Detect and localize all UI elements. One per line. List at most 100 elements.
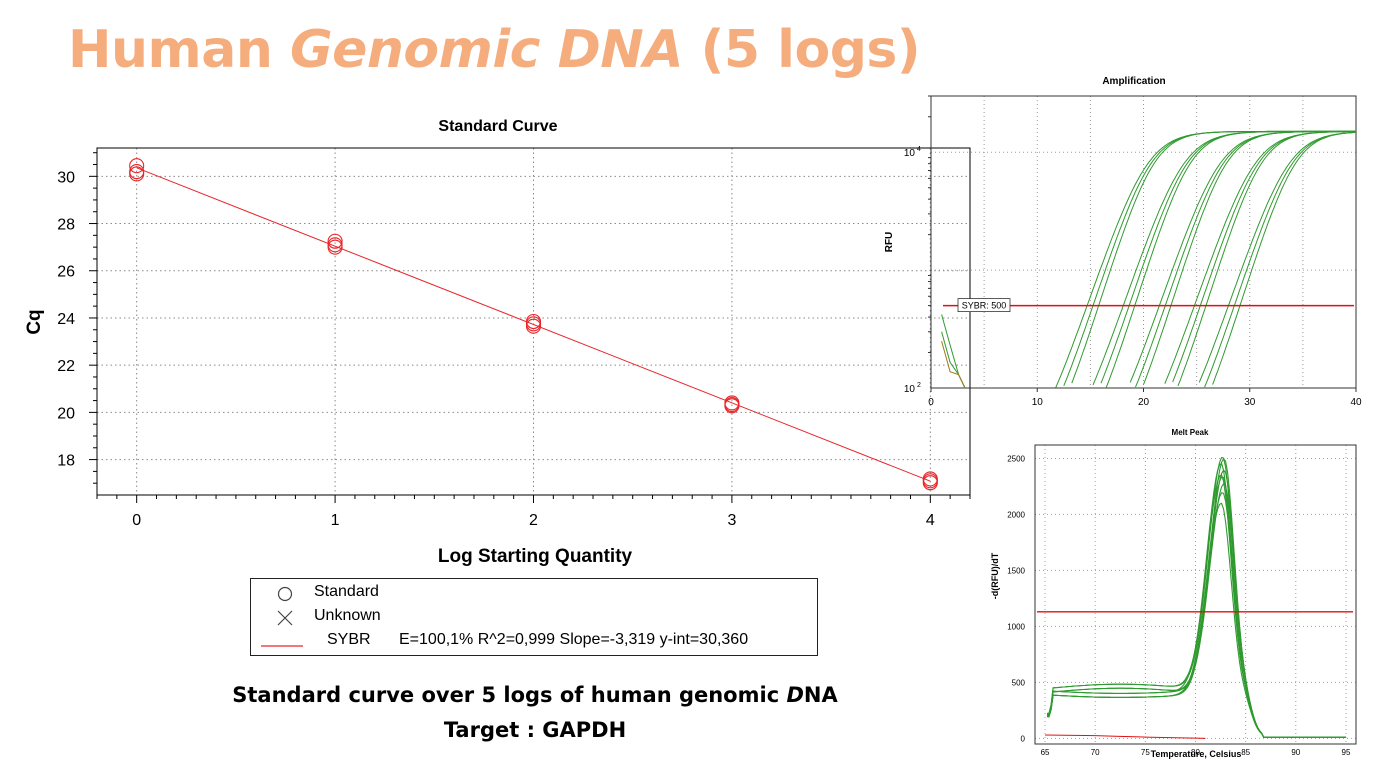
y-tick-label: 10 xyxy=(904,384,916,395)
melt-peak-title: Melt Peak xyxy=(1172,428,1209,437)
title-italic: Genomic DNA xyxy=(289,20,684,80)
y-tick-label: 22 xyxy=(57,358,75,375)
standard-point xyxy=(724,398,740,414)
amplification-threshold: SYBR: 500 xyxy=(943,298,1354,313)
amplification-curve xyxy=(1177,131,1356,387)
amplification-title: Amplification xyxy=(1102,76,1165,87)
x-tick-label: 1 xyxy=(331,512,340,529)
x-tick-label: 0 xyxy=(132,512,141,529)
amplification-ylabel: RFU xyxy=(884,232,895,253)
y-tick-label: 20 xyxy=(57,405,75,422)
x-tick-label: 85 xyxy=(1241,748,1250,757)
standard-curve-grid xyxy=(97,148,970,495)
melt-peak-xlabel: Temperature, Celsius xyxy=(1151,749,1242,759)
x-tick-label: 95 xyxy=(1342,748,1351,757)
y-tick-label: 24 xyxy=(57,311,75,328)
caption-line-1-italic: D xyxy=(786,683,804,707)
y-tick-label: 10 xyxy=(904,148,916,159)
standard-curve-title: Standard Curve xyxy=(438,118,557,135)
threshold-label-box xyxy=(957,298,1011,313)
title-suffix: (5 logs) xyxy=(683,20,921,80)
x-tick-label: 90 xyxy=(1291,748,1300,757)
standard-curve-ylabel: Cq xyxy=(24,309,45,334)
standard-curve-xlabel: Log Starting Quantity xyxy=(438,546,633,567)
standard-point xyxy=(327,233,343,249)
amplification-curve xyxy=(1212,131,1357,385)
melt-curve xyxy=(1046,457,1346,738)
x-tick-label: 4 xyxy=(926,512,935,529)
amplification-baseline-artifact xyxy=(941,314,966,389)
caption-line-1: Standard curve over 5 logs of human geno… xyxy=(150,683,920,707)
melt-peak-ticks: 65 70 75 80 85 90 95 0 500 1000 1500 2000 2500 xyxy=(1007,454,1351,757)
y-tick-exponent: 4 xyxy=(917,146,921,153)
standard-point xyxy=(129,158,145,174)
cross-marker-icon xyxy=(277,610,293,626)
x-tick-label: 75 xyxy=(1141,748,1150,757)
standard-point xyxy=(525,318,542,334)
amplification-curves xyxy=(941,130,1357,389)
melt-curve xyxy=(1046,482,1346,738)
melt-peak-ylabel: -d(RFU)/dT xyxy=(990,552,1000,599)
x-tick-label: 20 xyxy=(1138,397,1150,408)
legend-label-unknown: Unknown xyxy=(314,607,381,624)
x-tick-label: 65 xyxy=(1041,748,1050,757)
fit-line xyxy=(136,167,931,482)
legend-item-sybr: SYBR E=100,1% R^2=0,999 Slope=-3,319 y-i… xyxy=(251,629,817,653)
caption-line-1-suffix: NA xyxy=(803,683,838,707)
standard-curve-points xyxy=(129,158,938,491)
standard-curve-plot-frame xyxy=(96,147,971,496)
y-tick-exponent: 2 xyxy=(917,382,921,389)
melt-curve xyxy=(1046,476,1346,738)
y-tick-label: 26 xyxy=(57,264,75,281)
melt-curve xyxy=(1046,502,1346,738)
amplification-curve xyxy=(1204,131,1357,388)
legend-item-standard: Standard xyxy=(251,581,817,605)
standard-point xyxy=(129,166,145,182)
melt-curve xyxy=(1046,462,1346,738)
melt-peak-grid xyxy=(1035,445,1356,744)
title-prefix: Human xyxy=(68,20,290,80)
legend-label-sybr: SYBR xyxy=(327,631,371,648)
melt-curve xyxy=(1046,492,1346,738)
y-tick-label: 30 xyxy=(57,169,75,186)
y-tick-label: 2000 xyxy=(1007,510,1025,519)
y-tick-label: 1500 xyxy=(1007,566,1025,575)
amplification-curve xyxy=(1172,131,1356,383)
y-tick-label: 1000 xyxy=(1007,622,1025,631)
x-tick-label: 10 xyxy=(1032,397,1044,408)
amplification-curve xyxy=(1100,130,1356,384)
melt-peak-plot-frame xyxy=(1034,444,1357,745)
circle-marker-icon xyxy=(277,586,293,602)
y-tick-label: 2500 xyxy=(1007,454,1025,463)
threshold-label: SYBR: 500 xyxy=(962,301,1007,311)
legend-label-standard: Standard xyxy=(314,583,379,600)
amplification-curve xyxy=(1129,130,1356,383)
melt-curve xyxy=(1047,456,1346,738)
y-tick-label: 500 xyxy=(1012,678,1026,687)
x-tick-label: 3 xyxy=(727,512,736,529)
x-tick-label: 80 xyxy=(1191,748,1200,757)
amplification-curve xyxy=(1092,130,1356,386)
legend-fit-stats: E=100,1% R^2=0,999 Slope=-3,319 y-int=30… xyxy=(399,631,749,648)
standard-point xyxy=(327,239,343,255)
caption-line-2: Target : GAPDH xyxy=(443,718,627,742)
caption-line-1-prefix: Standard curve over 5 logs of human geno… xyxy=(232,683,787,707)
x-tick-label: 40 xyxy=(1350,397,1362,408)
amplification-curve xyxy=(1143,130,1356,385)
x-tick-label: 70 xyxy=(1091,748,1100,757)
y-tick-label: 28 xyxy=(57,217,75,234)
melt-baseline-curve xyxy=(1044,734,1206,739)
x-tick-label: 0 xyxy=(928,397,934,408)
amplification-baseline-artifact xyxy=(941,340,966,389)
x-tick-label: 30 xyxy=(1244,397,1256,408)
standard-point xyxy=(922,475,938,491)
melt-peak-curves xyxy=(1044,456,1346,739)
legend-item-unknown: Unknown xyxy=(251,605,817,629)
amplification-curve xyxy=(1164,131,1357,384)
fit-line-swatch-icon xyxy=(261,645,303,647)
y-tick-label: 0 xyxy=(1021,734,1026,743)
standard-curve-legend: Standard Unknown SYBR E=100,1% R^2=0,999… xyxy=(250,578,818,656)
slide-title: Human Genomic DNA (5 logs) xyxy=(68,20,921,80)
